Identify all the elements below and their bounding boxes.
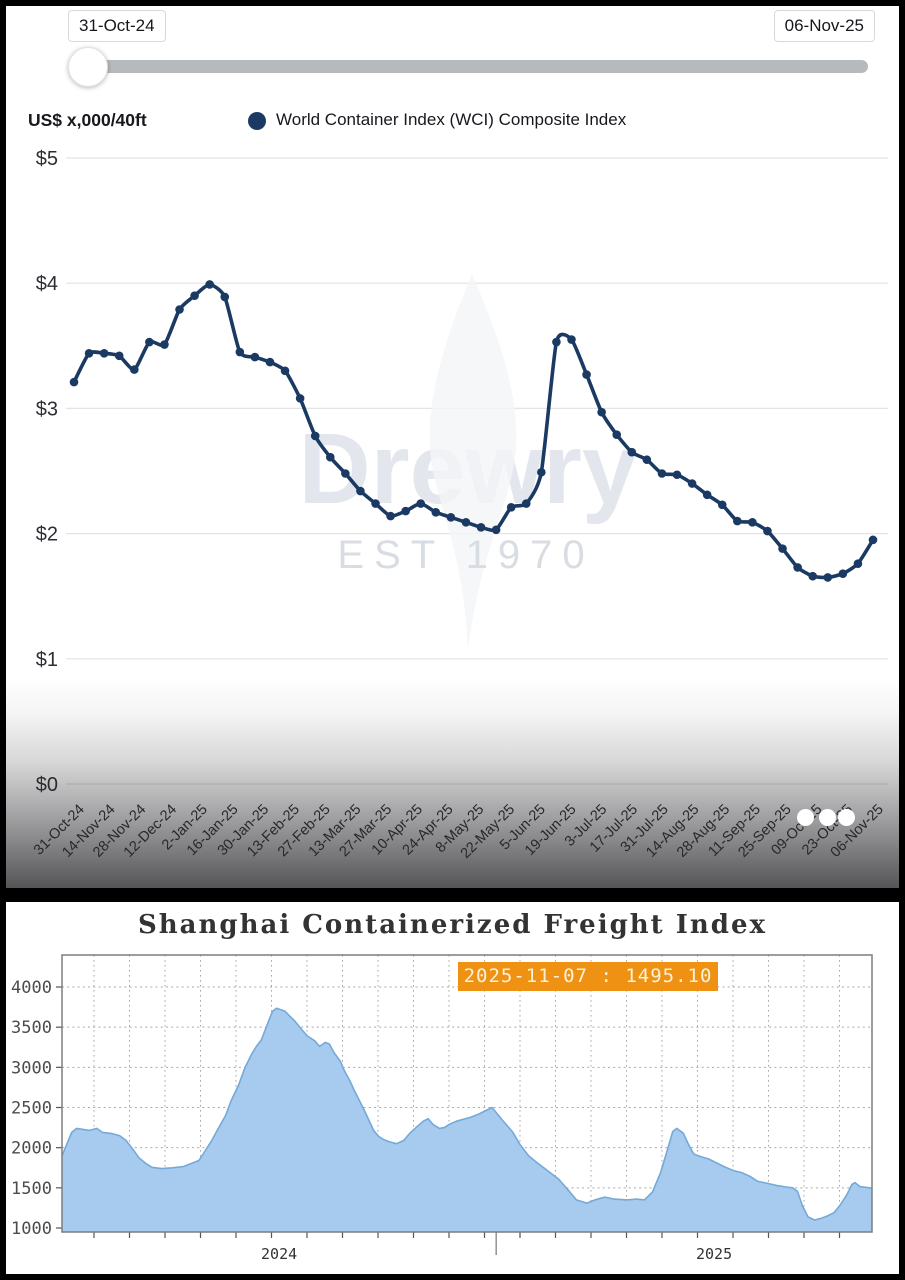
svg-text:2000: 2000	[11, 1139, 52, 1159]
wci-line-chart-plot-area[interactable]: $5 $4 $3 $2 $1 $0 DrewryEST 1970 31-Oct-2414-No…	[6, 6, 899, 888]
wci-x-axis-labels: 31-Oct-2414-Nov-2428-Nov-2412-Dec-242-Ja…	[31, 802, 887, 862]
svg-text:2024: 2024	[261, 1245, 297, 1263]
range-end-field[interactable]: 06-Nov-25	[773, 10, 875, 42]
loading-dot-icon	[797, 809, 814, 826]
svg-text:2500: 2500	[11, 1099, 52, 1119]
svg-text:1500: 1500	[11, 1179, 52, 1199]
scfi-series	[61, 1007, 873, 1232]
svg-text:3500: 3500	[11, 1018, 52, 1038]
date-range-slider[interactable]	[66, 46, 876, 88]
loading-dots-indicator	[797, 809, 867, 827]
y-axis-unit-label: US$ x,000/40ft	[28, 110, 147, 130]
svg-text:$3: $3	[36, 398, 58, 420]
svg-text:4000: 4000	[11, 978, 52, 998]
svg-text:1000: 1000	[11, 1219, 52, 1239]
wci-chart-panel: 31-Oct-24 06-Nov-25 US$ x,000/40ft World…	[6, 6, 899, 888]
scfi-area-chart-plot-area[interactable]: 4000 3500 3000 2500 2000 1500 1000 2024 2025	[6, 902, 899, 1274]
legend-series-label: World Container Index (WCI) Composite In…	[276, 110, 627, 129]
wci-legend: US$ x,000/40ft World Container Index (WC…	[6, 110, 899, 136]
drewry-watermark: DrewryEST 1970	[298, 274, 638, 651]
svg-text:2025: 2025	[696, 1245, 732, 1263]
latest-value-badge: 2025-11-07 : 1495.10	[458, 962, 718, 991]
wci-y-axis-labels: $5 $4 $3 $2 $1 $0	[36, 148, 58, 796]
svg-text:$4: $4	[36, 273, 58, 295]
svg-text:EST 1970: EST 1970	[337, 533, 594, 577]
svg-text:$1: $1	[36, 649, 58, 671]
scfi-chart-title: Shanghai Containerized Freight Index	[137, 910, 768, 940]
scfi-x-axis-labels: 2024 2025	[261, 1245, 732, 1263]
svg-text:3000: 3000	[11, 1058, 52, 1078]
loading-dot-icon	[819, 809, 836, 826]
scfi-y-axis-labels: 4000 3500 3000 2500 2000 1500 1000	[11, 978, 52, 1239]
legend-marker-icon	[248, 112, 266, 130]
slider-handle[interactable]	[68, 47, 108, 87]
loading-dot-icon	[838, 809, 855, 826]
flame-watermark-icon	[429, 274, 517, 651]
slider-track[interactable]	[86, 60, 868, 73]
scfi-plot-border	[61, 954, 873, 1233]
scfi-chart-panel: Shanghai Containerized Freight Index 400…	[6, 902, 899, 1274]
wci-data-points	[69, 280, 878, 582]
range-start-field[interactable]: 31-Oct-24	[68, 10, 166, 42]
svg-text:$5: $5	[36, 148, 58, 170]
svg-text:$2: $2	[36, 524, 58, 546]
svg-text:$0: $0	[36, 774, 58, 796]
